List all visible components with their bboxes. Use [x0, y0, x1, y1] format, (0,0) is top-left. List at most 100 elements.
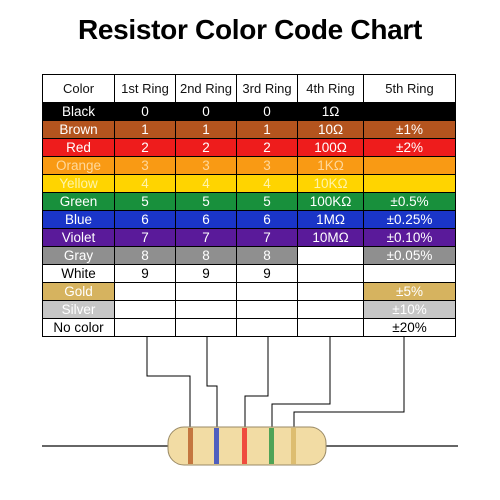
cell-color-name: Gold: [42, 283, 115, 301]
cell-ring5: [364, 175, 456, 193]
cell-ring4: [298, 247, 364, 265]
cell-ring5: [364, 157, 456, 175]
cell-ring2: 6: [176, 211, 237, 229]
cell-color-name: Orange: [42, 157, 115, 175]
table-row: No color ±20%: [42, 319, 456, 337]
cell-ring5: ±0.05%: [364, 247, 456, 265]
table-row: Gray 8 8 8 ±0.05%: [42, 247, 456, 265]
cell-ring1: 2: [115, 139, 176, 157]
cell-ring5: ±1%: [364, 121, 456, 139]
cell-ring2: 1: [176, 121, 237, 139]
cell-ring3: 0: [237, 103, 298, 121]
leader-line-ring1: [146, 336, 191, 428]
table-body: Black 0 0 0 1Ω Brown 1 1 1 10Ω ±1% Red 2 2 2 100Ω ±2% Ora…: [42, 103, 456, 337]
cell-color-name: Violet: [42, 229, 115, 247]
cell-ring4: 10MΩ: [298, 229, 364, 247]
cell-ring5: ±10%: [364, 301, 456, 319]
cell-ring2: 2: [176, 139, 237, 157]
header-ring4: 4th Ring: [298, 74, 364, 103]
cell-ring3: 2: [237, 139, 298, 157]
cell-ring1: 9: [115, 265, 176, 283]
cell-ring4: [298, 283, 364, 301]
table-row: Red 2 2 2 100Ω ±2%: [42, 139, 456, 157]
cell-ring5: [364, 265, 456, 283]
header-row: Color 1st Ring 2nd Ring 3rd Ring 4th Rin…: [42, 74, 456, 103]
header-ring2: 2nd Ring: [176, 74, 237, 103]
cell-ring3: [237, 283, 298, 301]
cell-ring4: 1MΩ: [298, 211, 364, 229]
cell-color-name: Yellow: [42, 175, 115, 193]
resistor-band-3: [242, 428, 247, 464]
cell-ring1: 3: [115, 157, 176, 175]
cell-ring4: [298, 301, 364, 319]
resistor-band-1: [188, 428, 193, 464]
leader-line-ring5: [293, 336, 405, 428]
table-row: Blue 6 6 6 1MΩ ±0.25%: [42, 211, 456, 229]
cell-ring4: 1KΩ: [298, 157, 364, 175]
cell-ring2: 9: [176, 265, 237, 283]
cell-ring3: 4: [237, 175, 298, 193]
table-row: Black 0 0 0 1Ω: [42, 103, 456, 121]
cell-ring4: 10KΩ: [298, 175, 364, 193]
cell-ring4: 10Ω: [298, 121, 364, 139]
cell-ring2: 4: [176, 175, 237, 193]
cell-color-name: Brown: [42, 121, 115, 139]
table-row: Yellow 4 4 4 10KΩ: [42, 175, 456, 193]
cell-color-name: Black: [42, 103, 115, 121]
leader-line-ring3: [244, 336, 269, 428]
cell-ring5: ±20%: [364, 319, 456, 337]
cell-color-name: Gray: [42, 247, 115, 265]
resistor-band-4: [269, 428, 274, 464]
cell-ring5: ±0.10%: [364, 229, 456, 247]
cell-ring1: [115, 301, 176, 319]
leader-line-ring2: [206, 336, 218, 428]
cell-ring1: [115, 319, 176, 337]
cell-color-name: Silver: [42, 301, 115, 319]
header-ring5: 5th Ring: [364, 74, 456, 103]
cell-color-name: Red: [42, 139, 115, 157]
cell-ring1: 4: [115, 175, 176, 193]
cell-ring2: 8: [176, 247, 237, 265]
cell-ring5: ±5%: [364, 283, 456, 301]
cell-ring4: 100Ω: [298, 139, 364, 157]
cell-ring4: [298, 319, 364, 337]
cell-color-name: Green: [42, 193, 115, 211]
leader-line-ring4: [271, 336, 331, 428]
cell-ring1: [115, 283, 176, 301]
cell-ring3: 7: [237, 229, 298, 247]
cell-ring4: 1Ω: [298, 103, 364, 121]
cell-ring4: [298, 265, 364, 283]
table-row: Brown 1 1 1 10Ω ±1%: [42, 121, 456, 139]
resistor-band-2: [214, 428, 219, 464]
leader-lines: [146, 336, 405, 428]
cell-ring5: [364, 103, 456, 121]
cell-ring2: [176, 283, 237, 301]
cell-ring3: 1: [237, 121, 298, 139]
cell-color-name: White: [42, 265, 115, 283]
cell-ring5: ±0.25%: [364, 211, 456, 229]
cell-ring3: 9: [237, 265, 298, 283]
header-ring3: 3rd Ring: [237, 74, 298, 103]
header-color: Color: [42, 74, 115, 103]
cell-ring2: 5: [176, 193, 237, 211]
color-code-table: Color 1st Ring 2nd Ring 3rd Ring 4th Rin…: [42, 74, 456, 337]
cell-ring3: 8: [237, 247, 298, 265]
table-row: Violet 7 7 7 10MΩ ±0.10%: [42, 229, 456, 247]
cell-ring3: 5: [237, 193, 298, 211]
table-row: Orange 3 3 3 1KΩ: [42, 157, 456, 175]
cell-ring1: 0: [115, 103, 176, 121]
resistor-band-5: [291, 428, 296, 464]
cell-ring2: 7: [176, 229, 237, 247]
cell-ring4: 100KΩ: [298, 193, 364, 211]
table-row: White 9 9 9: [42, 265, 456, 283]
table-row: Silver ±10%: [42, 301, 456, 319]
chart-title: Resistor Color Code Chart: [77, 14, 423, 45]
cell-ring2: 3: [176, 157, 237, 175]
cell-color-name: No color: [42, 319, 115, 337]
cell-ring1: 7: [115, 229, 176, 247]
cell-ring1: 5: [115, 193, 176, 211]
cell-ring1: 6: [115, 211, 176, 229]
cell-ring3: 6: [237, 211, 298, 229]
cell-ring5: ±0.5%: [364, 193, 456, 211]
